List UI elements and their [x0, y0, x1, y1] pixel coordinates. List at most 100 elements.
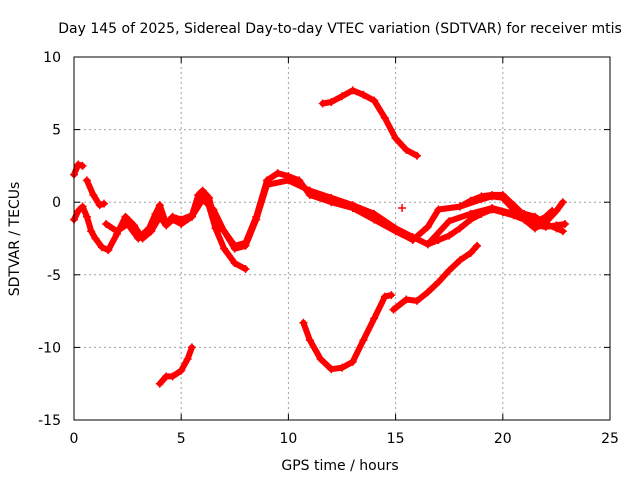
- data-point: [89, 190, 98, 199]
- series-arc-mid-low: [299, 291, 396, 374]
- data-point: [498, 208, 507, 217]
- data-point: [434, 235, 443, 244]
- data-point: [552, 221, 561, 230]
- data-point: [348, 357, 357, 366]
- data-point: [155, 201, 164, 210]
- data-point: [74, 160, 83, 169]
- data-point: [299, 318, 308, 327]
- data-point: [220, 227, 229, 236]
- data-point: [359, 336, 368, 345]
- data-point: [348, 86, 357, 95]
- data-point: [187, 212, 196, 221]
- data-point: [220, 244, 229, 253]
- data-point: [541, 212, 550, 221]
- data-point: [327, 193, 336, 202]
- data-point: [327, 365, 336, 374]
- chart-title: Day 145 of 2025, Sidereal Day-to-day VTE…: [58, 21, 622, 37]
- data-point: [348, 201, 357, 210]
- data-point: [104, 246, 113, 255]
- data-point: [370, 314, 379, 323]
- x-tick-label: 5: [177, 431, 186, 447]
- y-tick-label: -5: [47, 268, 61, 284]
- data-point: [230, 244, 239, 253]
- data-point: [380, 113, 389, 122]
- data-point: [305, 186, 314, 195]
- data-point: [413, 296, 422, 305]
- data-point: [252, 215, 261, 224]
- data-point: [78, 161, 87, 170]
- series-arc-late-top: [455, 190, 557, 227]
- data-point: [466, 249, 475, 258]
- series-line: [156, 344, 195, 387]
- data-point: [162, 219, 171, 228]
- x-tick-label: 15: [387, 431, 405, 447]
- data-point: [262, 180, 271, 189]
- y-tick-label: 10: [43, 50, 61, 66]
- data-point: [423, 240, 432, 249]
- data-point: [520, 211, 529, 220]
- data-point: [187, 343, 196, 352]
- data-point: [423, 222, 432, 231]
- data-point: [205, 193, 214, 202]
- series-line: [319, 87, 420, 159]
- data-point: [402, 145, 411, 154]
- data-point: [316, 355, 325, 364]
- data-point: [408, 233, 417, 242]
- data-point: [194, 190, 203, 199]
- data-point: [82, 176, 91, 185]
- series-line: [300, 292, 395, 373]
- data-point: [151, 209, 160, 218]
- data-series: [70, 86, 569, 388]
- data-point: [548, 206, 557, 215]
- data-point: [445, 266, 454, 275]
- data-point: [558, 198, 567, 207]
- data-point: [134, 234, 143, 243]
- data-point: [370, 209, 379, 218]
- data-point: [112, 227, 121, 236]
- series-arc-late-mid: [423, 198, 567, 249]
- x-tick-label: 0: [70, 431, 79, 447]
- series-arc-early-high: [70, 160, 87, 179]
- data-point: [488, 190, 497, 199]
- data-point: [488, 205, 497, 214]
- data-point: [398, 204, 407, 213]
- data-point: [230, 259, 239, 268]
- data-point: [155, 379, 164, 388]
- data-point: [455, 224, 464, 233]
- data-point: [498, 190, 507, 199]
- data-point: [391, 224, 400, 233]
- x-tick-label: 25: [601, 431, 619, 447]
- data-point: [177, 366, 186, 375]
- data-point: [91, 234, 100, 243]
- data-point: [198, 186, 207, 195]
- data-point: [389, 305, 398, 314]
- data-point: [87, 227, 96, 236]
- series-arc-late-low: [389, 241, 482, 314]
- data-point: [168, 372, 177, 381]
- data-point: [434, 278, 443, 287]
- data-point: [445, 217, 454, 226]
- x-tick-label: 10: [279, 431, 297, 447]
- data-point: [78, 202, 87, 211]
- series-line: [83, 177, 107, 209]
- data-point: [168, 212, 177, 221]
- data-point: [177, 215, 186, 224]
- y-tick-label: 0: [52, 195, 61, 211]
- grid: [74, 57, 610, 420]
- y-tick-label: -10: [38, 340, 61, 356]
- data-point: [413, 151, 422, 160]
- data-point: [509, 201, 518, 210]
- data-point: [123, 219, 132, 228]
- data-point: [370, 96, 379, 105]
- data-point: [445, 231, 454, 240]
- series-point-15: [398, 204, 407, 213]
- data-point: [95, 201, 104, 210]
- series-line: [424, 199, 566, 248]
- series-arc-early-deep: [155, 343, 196, 388]
- data-point: [466, 215, 475, 224]
- series-arc-short-a: [82, 176, 109, 210]
- data-point: [327, 98, 336, 107]
- y-axis-label: SDTVAR / TECUs: [7, 182, 23, 297]
- data-point: [241, 264, 250, 273]
